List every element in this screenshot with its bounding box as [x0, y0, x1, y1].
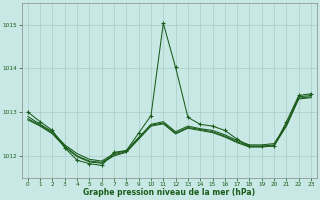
X-axis label: Graphe pression niveau de la mer (hPa): Graphe pression niveau de la mer (hPa) — [84, 188, 256, 197]
